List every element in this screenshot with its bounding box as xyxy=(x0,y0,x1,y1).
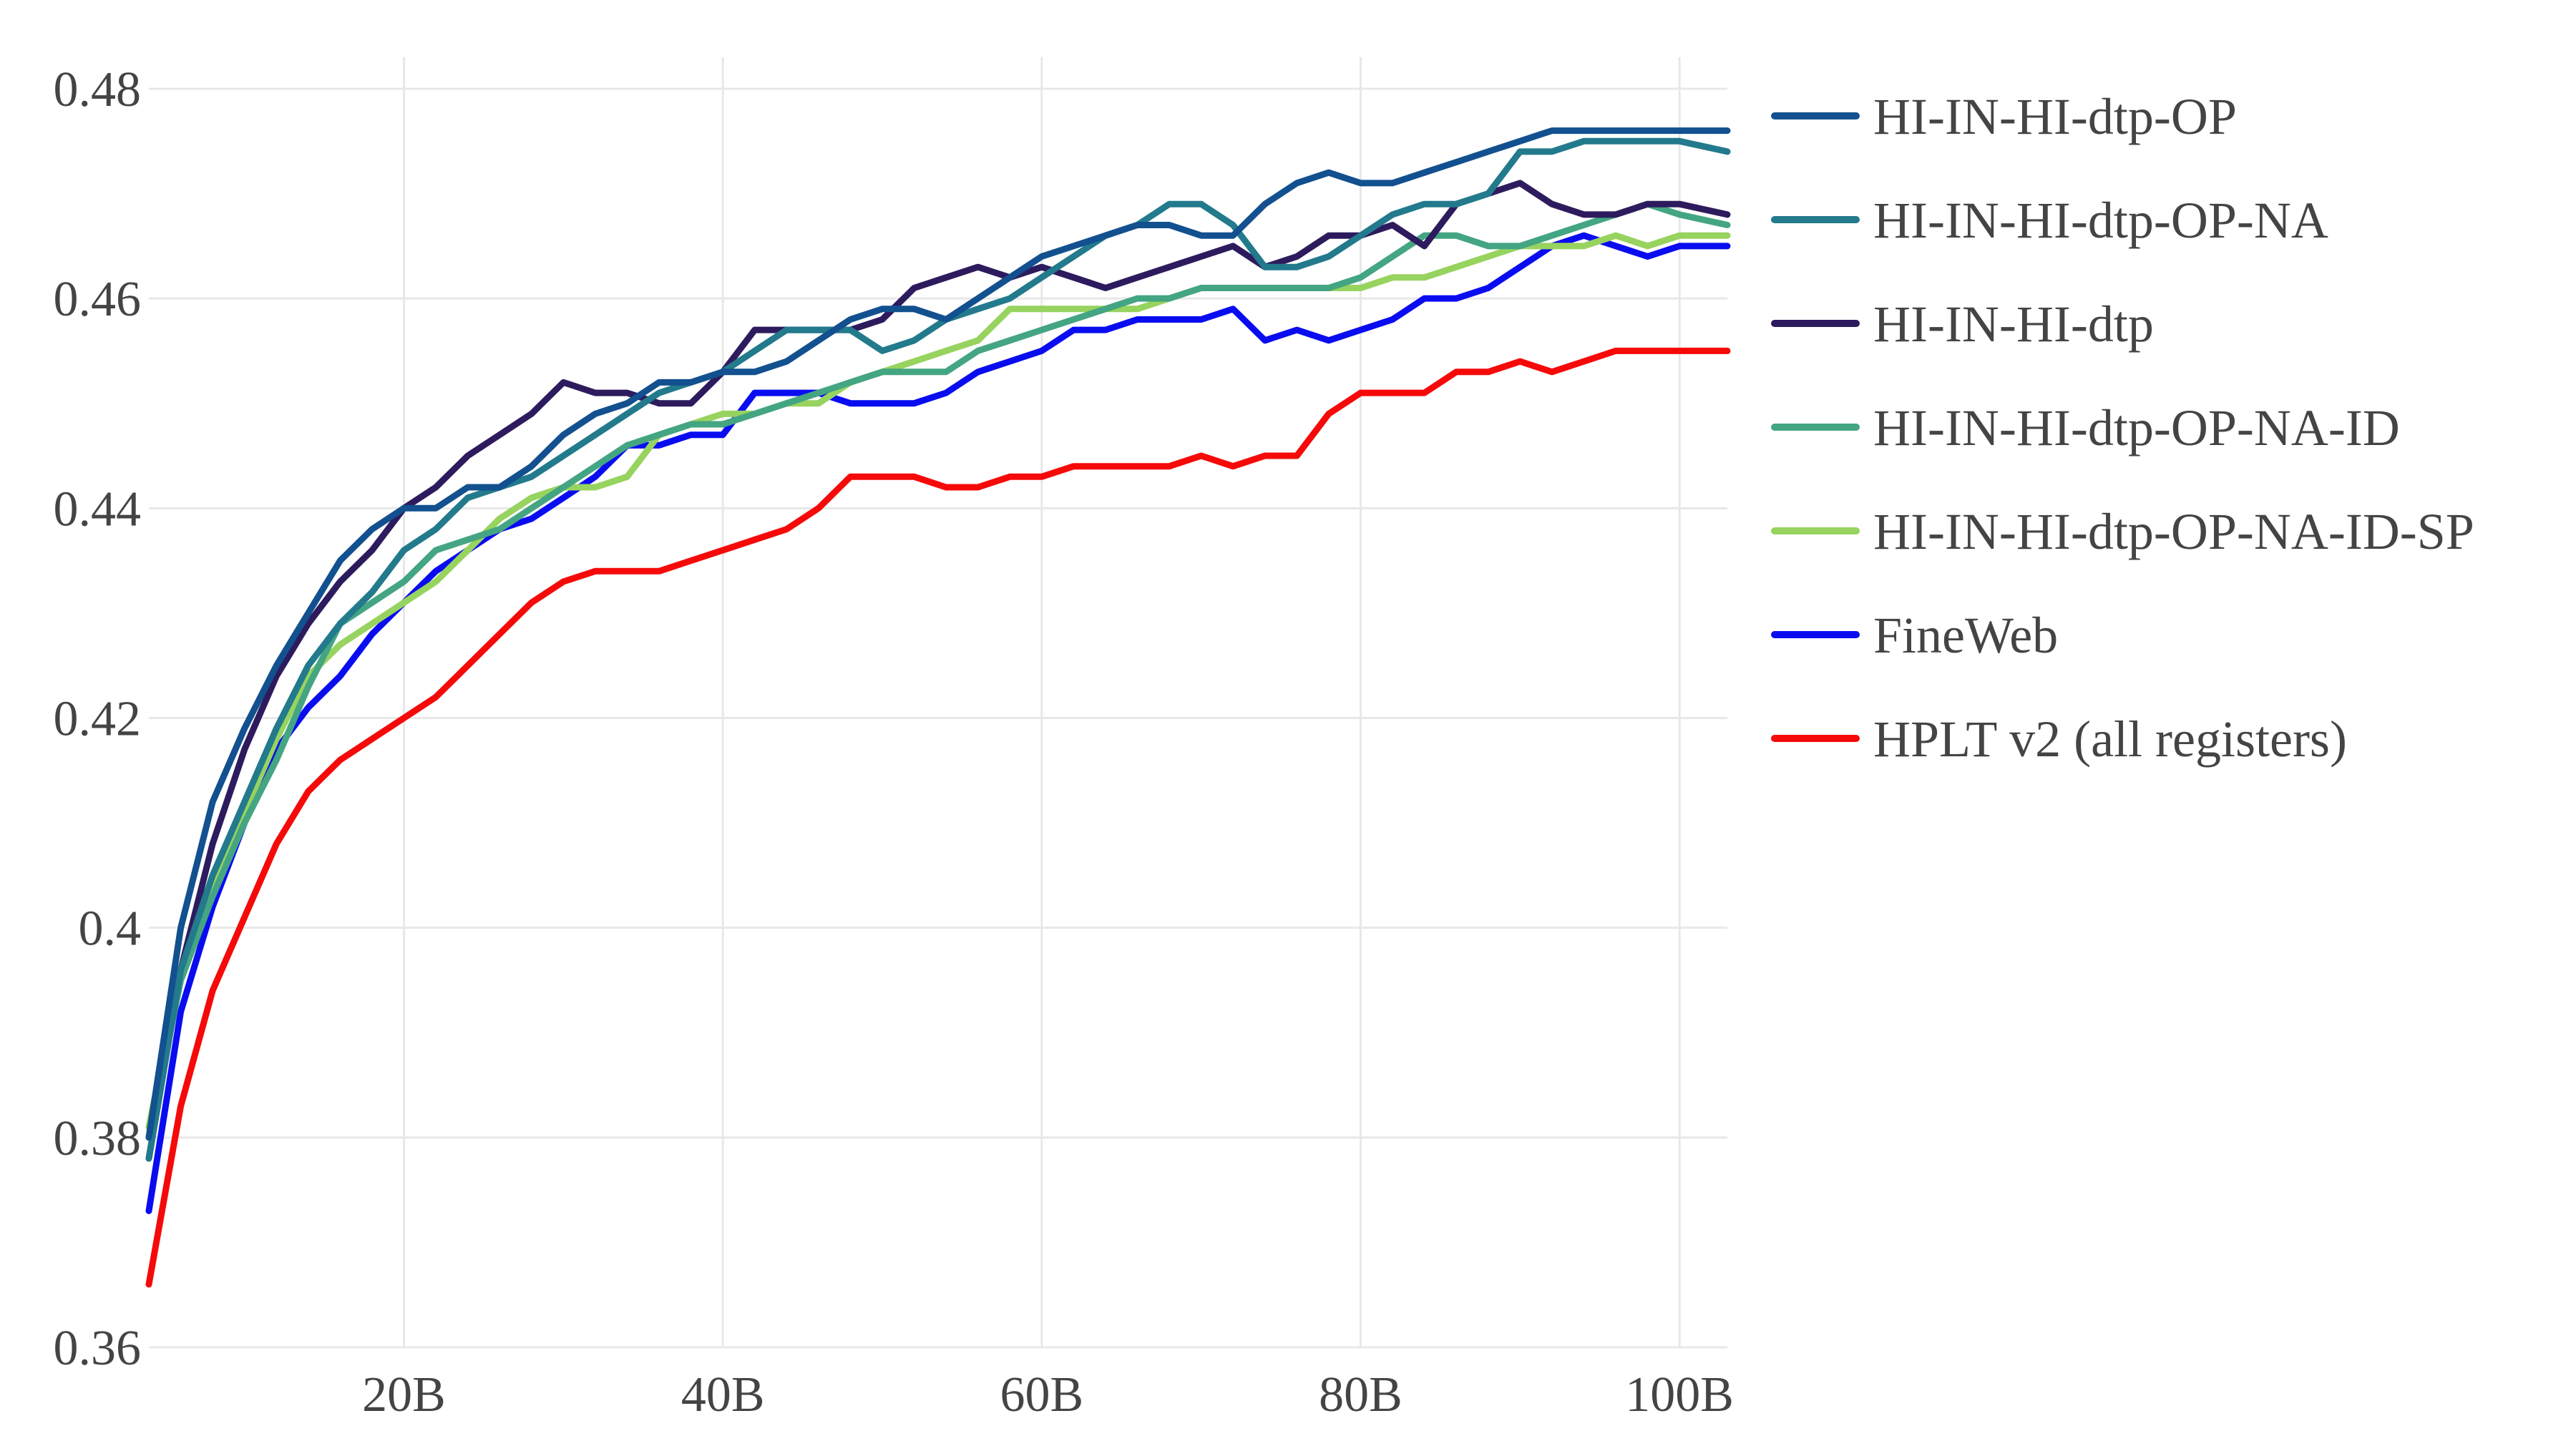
y-tick-label: 0.36 xyxy=(54,1321,142,1376)
legend-label: HPLT v2 (all registers) xyxy=(1873,710,2347,768)
series-line-5 xyxy=(145,232,1731,1130)
series-line-4 xyxy=(145,200,1731,1141)
series-line-1 xyxy=(145,127,1731,1141)
series-line-3 xyxy=(145,180,1731,1162)
x-axis-ticks: 20B 40B 60B 80B 100B xyxy=(362,1367,1734,1422)
legend-label: HI-IN-HI-dtp-OP-NA xyxy=(1873,192,2328,249)
legend-label: HI-IN-HI-dtp-OP-NA-ID-SP xyxy=(1873,503,2474,560)
y-tick-label: 0.4 xyxy=(79,902,142,957)
legend-label: HI-IN-HI-dtp xyxy=(1873,296,2154,353)
series-line-2 xyxy=(145,137,1731,1162)
y-axis-ticks: 0.36 0.38 0.4 0.42 0.44 0.46 0.48 xyxy=(54,62,142,1376)
y-tick-label: 0.38 xyxy=(54,1111,142,1166)
y-tick-label: 0.42 xyxy=(54,691,142,746)
legend-label: FineWeb xyxy=(1873,607,2058,664)
y-tick-label: 0.44 xyxy=(54,482,142,537)
x-tick-label: 60B xyxy=(1000,1367,1083,1422)
legend: HI-IN-HI-dtp-OP HI-IN-HI-dtp-OP-NA HI-IN-H… xyxy=(1771,88,2474,768)
x-tick-label: 100B xyxy=(1625,1367,1734,1422)
series-line-6 xyxy=(145,232,1731,1214)
x-tick-label: 20B xyxy=(362,1367,446,1422)
series-lines xyxy=(145,127,1731,1288)
legend-label: HI-IN-HI-dtp-OP xyxy=(1873,88,2237,145)
x-tick-label: 80B xyxy=(1319,1367,1402,1422)
y-tick-label: 0.48 xyxy=(54,62,142,117)
legend-label: HI-IN-HI-dtp-OP-NA-ID xyxy=(1873,399,2400,456)
x-tick-label: 40B xyxy=(681,1367,765,1422)
series-line-7 xyxy=(145,347,1731,1288)
y-tick-label: 0.46 xyxy=(54,272,142,327)
grid xyxy=(149,57,1727,1349)
